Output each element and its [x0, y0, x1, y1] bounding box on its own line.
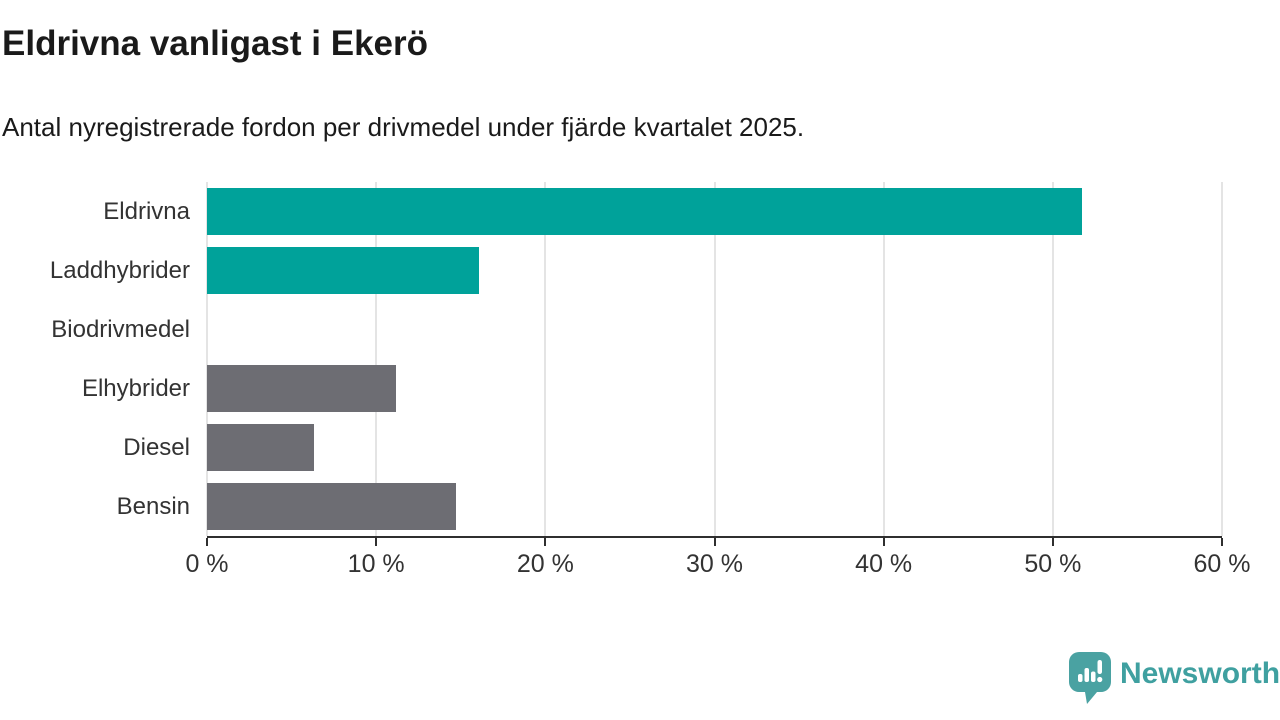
x-tick — [1051, 538, 1054, 546]
bar — [207, 365, 397, 412]
x-tick-label: 0 % — [185, 550, 229, 578]
gridline — [1051, 182, 1054, 536]
x-tick — [206, 538, 208, 546]
bar-small — [1078, 674, 1083, 682]
plot-area — [206, 182, 1223, 536]
x-tick-label: 30 % — [686, 550, 743, 578]
x-tick — [544, 538, 547, 546]
x-tick — [713, 538, 716, 546]
gridline — [375, 182, 378, 536]
category-label: Biodrivmedel — [51, 316, 190, 343]
newsworthy-logo: Newsworthy — [1067, 650, 1280, 704]
gridline — [713, 182, 716, 536]
x-axis: 0 % 10 % 20 % 30 % 40 % 50 % 60 % — [185, 536, 1250, 596]
x-tick-label: 10 % — [347, 550, 405, 578]
category-labels: Eldrivna Laddhybrider Biodrivmedel Elhybrid… — [0, 182, 190, 536]
bar-chart-speech-bubble-icon — [1069, 652, 1111, 704]
x-tick — [1221, 538, 1223, 546]
exclamation-dot — [1097, 676, 1103, 683]
bar-row — [207, 241, 1222, 300]
gridline — [544, 182, 547, 536]
gridline — [206, 182, 208, 536]
bar-row — [207, 418, 1222, 477]
category-label: Laddhybrider — [49, 257, 190, 284]
bar — [207, 247, 480, 294]
x-tick-label: 20 % — [516, 550, 574, 578]
bar — [207, 188, 1082, 235]
gridline — [882, 182, 885, 536]
category-label: Elhybrider — [81, 375, 190, 402]
gridline — [1221, 182, 1223, 536]
page-title: Eldrivna vanligast i Ekerö — [2, 24, 428, 63]
category-label: Eldrivna — [103, 198, 190, 225]
newsworthy-logo-text: Newsworthy — [1120, 657, 1280, 690]
x-tick-label: 50 % — [1024, 550, 1082, 578]
bar-medium — [1091, 671, 1096, 682]
bar-row — [207, 300, 1222, 359]
bar-row — [207, 182, 1222, 241]
exclamation-bar — [1097, 660, 1102, 674]
bar-tall — [1084, 668, 1089, 682]
bar-row — [207, 359, 1222, 418]
speech-bubble-shape — [1069, 652, 1111, 704]
bar — [207, 483, 456, 530]
x-tick — [375, 538, 378, 546]
bar-row — [207, 477, 1222, 536]
x-tick — [882, 538, 885, 546]
bar — [207, 424, 314, 471]
page-subtitle: Antal nyregistrerade fordon per drivmede… — [2, 112, 805, 142]
x-tick-label: 40 % — [855, 550, 913, 578]
x-axis-line — [207, 536, 1222, 538]
category-label: Bensin — [116, 493, 190, 520]
category-label: Diesel — [123, 434, 190, 461]
x-tick-label: 60 % — [1193, 550, 1251, 578]
